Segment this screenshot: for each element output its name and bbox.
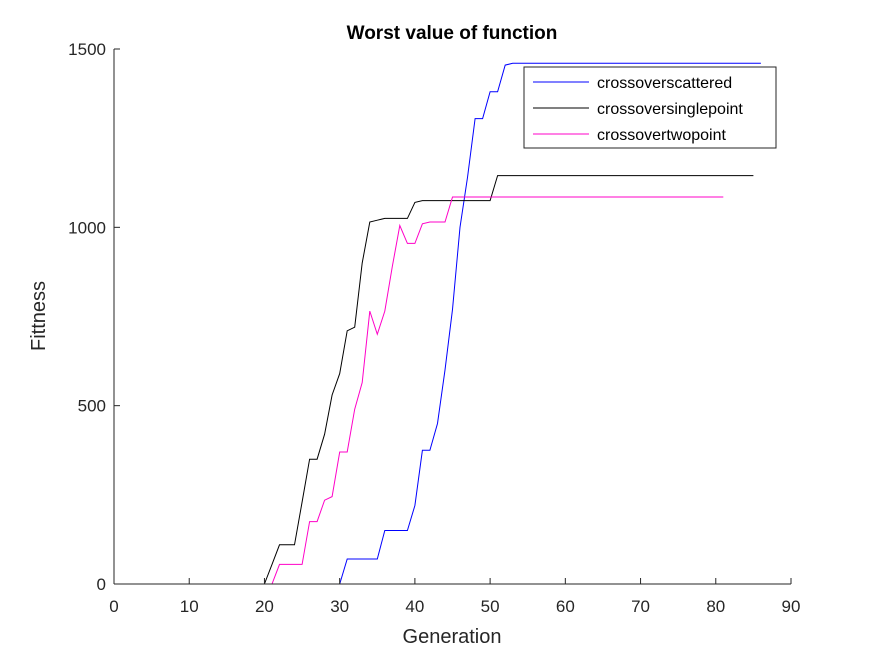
y-tick-label: 500 [78,397,106,416]
legend-label-crossoversinglepoint: crossoversinglepoint [597,101,743,118]
y-tick-label: 1500 [68,40,106,59]
x-tick-label: 20 [255,597,274,616]
legend: crossoverscattered crossoversinglepoint cr… [523,66,777,149]
x-tick-label: 80 [706,597,725,616]
x-tick-label: 10 [180,597,199,616]
y-ticks: 0 500 1000 1500 [68,40,120,594]
x-tick-label: 0 [109,597,118,616]
x-ticks: 0 10 20 30 40 50 60 70 80 90 [109,578,800,616]
x-tick-label: 50 [481,597,500,616]
x-tick-label: 70 [631,597,650,616]
x-tick-label: 90 [782,597,801,616]
legend-label-crossoverscattered: crossoverscattered [597,75,732,92]
y-tick-label: 1000 [68,218,106,237]
chart-title: Worst value of function [347,23,558,44]
x-tick-label: 60 [556,597,575,616]
axes-layer [113,49,791,585]
x-axis-label: Generation [403,626,502,648]
y-axis-label: Fittness [28,281,50,351]
legend-label-crossovertwopoint: crossovertwopoint [597,127,727,144]
x-tick-label: 40 [405,597,424,616]
legend-items: crossoverscattered crossoversinglepoint cr… [533,75,743,144]
x-tick-label: 30 [330,597,349,616]
y-tick-label: 0 [97,575,106,594]
